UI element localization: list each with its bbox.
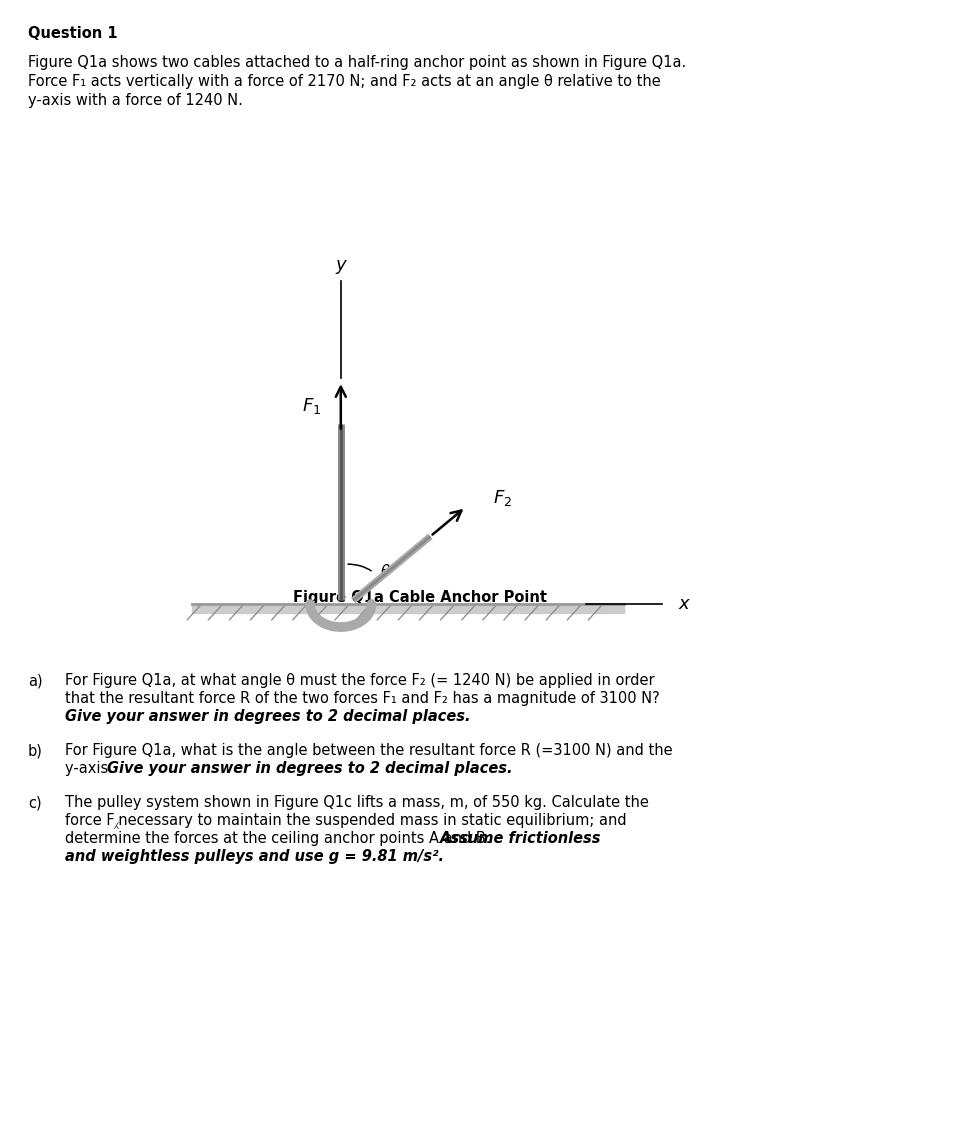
Text: $\theta$: $\theta$ [380, 563, 392, 579]
Text: Force F₁ acts vertically with a force of 2170 N; and F₂ acts at an angle θ relat: Force F₁ acts vertically with a force of… [28, 74, 660, 89]
Text: determine the forces at the ceiling anchor points A and B.: determine the forces at the ceiling anch… [65, 831, 495, 846]
Text: force F⁁necessary to maintain the suspended mass in static equilibrium; and: force F⁁necessary to maintain the suspen… [65, 813, 627, 828]
Text: Give your answer in degrees to 2 decimal places.: Give your answer in degrees to 2 decimal… [107, 761, 513, 776]
Text: that the resultant force R of the two forces F₁ and F₂ has a magnitude of 3100 N: that the resultant force R of the two fo… [65, 691, 660, 706]
Text: $F_2$: $F_2$ [492, 488, 512, 509]
Text: c): c) [28, 795, 41, 810]
Text: y-axis.: y-axis. [65, 761, 118, 776]
Text: b): b) [28, 743, 43, 758]
Text: y: y [335, 256, 347, 274]
Text: For Figure Q1a, what is the angle between the resultant force R (=3100 N) and th: For Figure Q1a, what is the angle betwee… [65, 743, 673, 758]
Text: y-axis with a force of 1240 N.: y-axis with a force of 1240 N. [28, 93, 243, 108]
Text: Question 1: Question 1 [28, 26, 118, 41]
Text: Assume frictionless: Assume frictionless [440, 831, 602, 846]
Text: Give your answer in degrees to 2 decimal places.: Give your answer in degrees to 2 decimal… [65, 709, 470, 724]
Text: For Figure Q1a, at what angle θ must the force F₂ (= 1240 N) be applied in order: For Figure Q1a, at what angle θ must the… [65, 673, 655, 688]
Text: x: x [678, 595, 689, 613]
Text: $F_1$: $F_1$ [302, 396, 322, 417]
Text: Figure Q1a shows two cables attached to a half-ring anchor point as shown in Fig: Figure Q1a shows two cables attached to … [28, 55, 686, 71]
Text: The pulley system shown in Figure Q1c lifts a mass, m, of 550 kg. Calculate the: The pulley system shown in Figure Q1c li… [65, 795, 649, 810]
Text: a): a) [28, 673, 42, 688]
Text: and weightless pulleys and use g = 9.81 m/s².: and weightless pulleys and use g = 9.81 … [65, 849, 444, 864]
Text: Figure Q1a Cable Anchor Point: Figure Q1a Cable Anchor Point [293, 589, 547, 605]
